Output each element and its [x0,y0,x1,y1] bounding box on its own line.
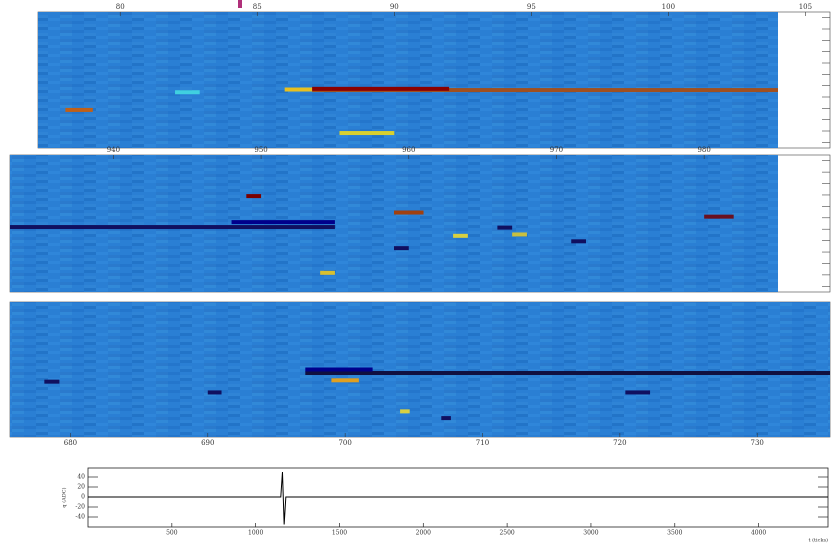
track [512,232,527,237]
heatmap-background [10,155,778,292]
track [394,210,424,215]
track [246,194,262,199]
track [320,270,335,275]
x-tick-label: 730 [751,439,764,447]
x-tick-label: 940 [107,146,120,154]
x-tick-label: 80 [116,3,125,11]
track [331,378,359,383]
x-tick-label: 105 [799,3,812,11]
track [441,416,451,421]
track [704,214,734,219]
track [175,90,200,95]
x-tick-label: 2500 [499,530,514,537]
x-tick-label: 960 [402,146,415,154]
track [305,367,373,372]
track [305,371,830,376]
track [65,107,93,112]
x-tick-label: 1500 [332,530,347,537]
track [453,233,468,238]
y-tick-label: 40 [77,474,85,481]
track [394,246,409,251]
waveform [88,471,828,525]
x-tick-label: 3500 [667,530,682,537]
track [44,379,60,384]
track [625,390,651,395]
x-tick-label: 100 [662,3,675,11]
y-tick-label: -20 [75,504,85,511]
x-tick-label: 980 [697,146,710,154]
x-tick-label: 700 [338,439,351,447]
x-tick-label: 720 [613,439,626,447]
y-tick-label: 20 [77,484,85,491]
x-tick-label: 2000 [416,530,431,537]
x-tick-label: 950 [254,146,267,154]
heatmap-background [10,302,830,437]
x-tick-label: 680 [64,439,77,447]
x-tick-label: 690 [201,439,214,447]
marker [238,0,242,8]
track [284,87,313,92]
x-tick-label: 970 [550,146,563,154]
x-tick-label: 500 [166,530,178,537]
track [312,86,450,91]
track [571,239,586,244]
heatmap-background [38,12,778,148]
track [497,225,513,230]
track [207,390,222,395]
track [400,409,410,414]
x-tick-label: 90 [390,3,399,11]
x-tick-label: 3000 [583,530,598,537]
y-tick-label: 0 [81,494,85,501]
track [10,225,335,230]
track [312,88,778,93]
y-axis-title: q (ADC) [61,487,68,507]
track [339,131,395,136]
x-tick-label: 710 [476,439,489,447]
track [231,220,335,225]
y-tick-label: -40 [75,514,85,521]
x-axis-title: t (ticks) [808,537,828,543]
x-tick-label: 85 [253,3,262,11]
x-tick-label: 4000 [751,530,766,537]
x-tick-label: 95 [527,3,536,11]
x-tick-label: 1000 [248,530,263,537]
